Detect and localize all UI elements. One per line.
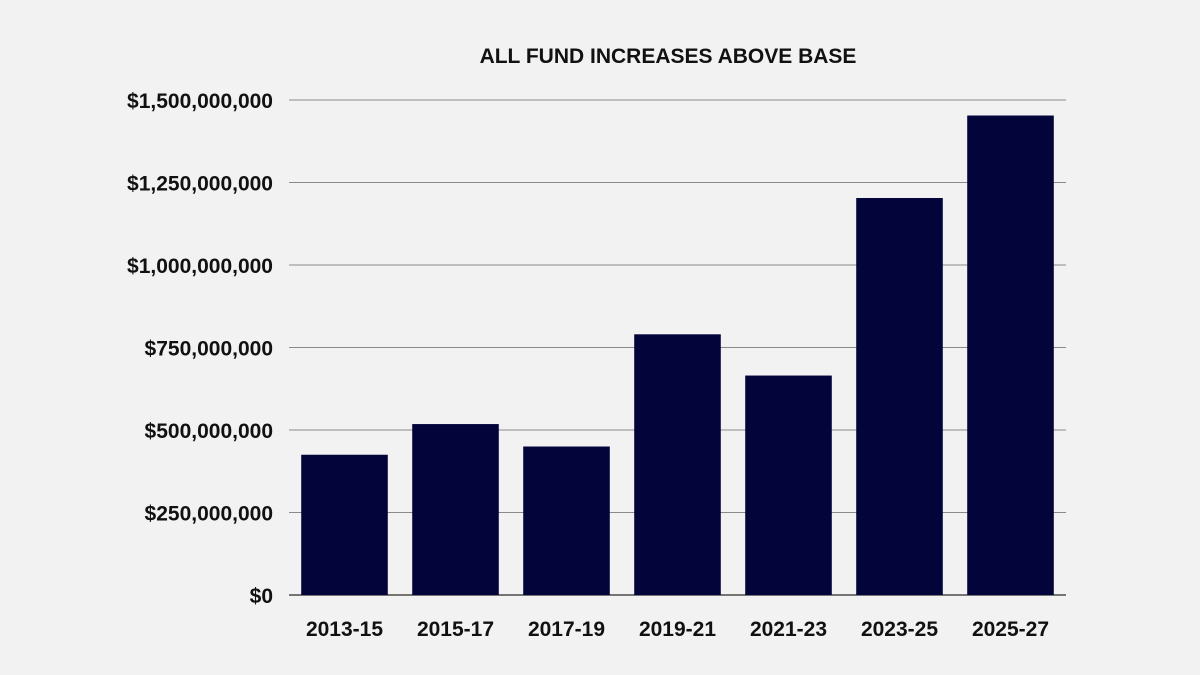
x-category-label: 2021-23 [750, 618, 827, 641]
y-tick-label: $750,000,000 [145, 338, 273, 361]
x-category-label: 2013-15 [306, 618, 383, 641]
x-category-label: 2017-19 [528, 618, 605, 641]
y-tick-label: $250,000,000 [145, 503, 273, 526]
y-tick-label: $1,000,000,000 [127, 255, 273, 278]
x-category-label: 2019-21 [639, 618, 716, 641]
bars [301, 115, 1054, 595]
y-axis-tick-labels: $0 $250,000,000 $500,000,000 $750,000,000 $1… [127, 90, 273, 608]
y-tick-label: $1,500,000,000 [127, 90, 273, 113]
y-tick-label: $1,250,000,000 [127, 173, 273, 196]
x-axis-category-labels: 2013-15 2015-17 2017-19 2019-21 2021-23 2023-… [306, 618, 1049, 641]
y-tick-label: $500,000,000 [145, 420, 273, 443]
bar [412, 424, 499, 595]
bar [523, 446, 610, 595]
bar [301, 454, 388, 595]
bar [856, 198, 943, 595]
x-category-label: 2025-27 [972, 618, 1049, 641]
x-category-label: 2015-17 [417, 618, 494, 641]
bar [967, 115, 1054, 595]
y-tick-label: $0 [250, 585, 273, 608]
bar [634, 334, 721, 595]
chart-title: ALL FUND INCREASES ABOVE BASE [480, 45, 857, 68]
bar [745, 375, 832, 595]
x-category-label: 2023-25 [861, 618, 938, 641]
